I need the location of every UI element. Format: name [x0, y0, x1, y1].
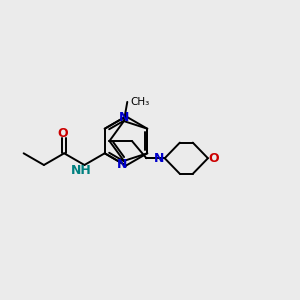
Text: O: O	[57, 127, 68, 140]
Text: N: N	[117, 158, 128, 171]
Text: N: N	[154, 152, 164, 165]
Text: O: O	[208, 152, 219, 165]
Text: N: N	[119, 111, 129, 124]
Text: CH₃: CH₃	[130, 97, 149, 107]
Text: NH: NH	[70, 164, 91, 177]
